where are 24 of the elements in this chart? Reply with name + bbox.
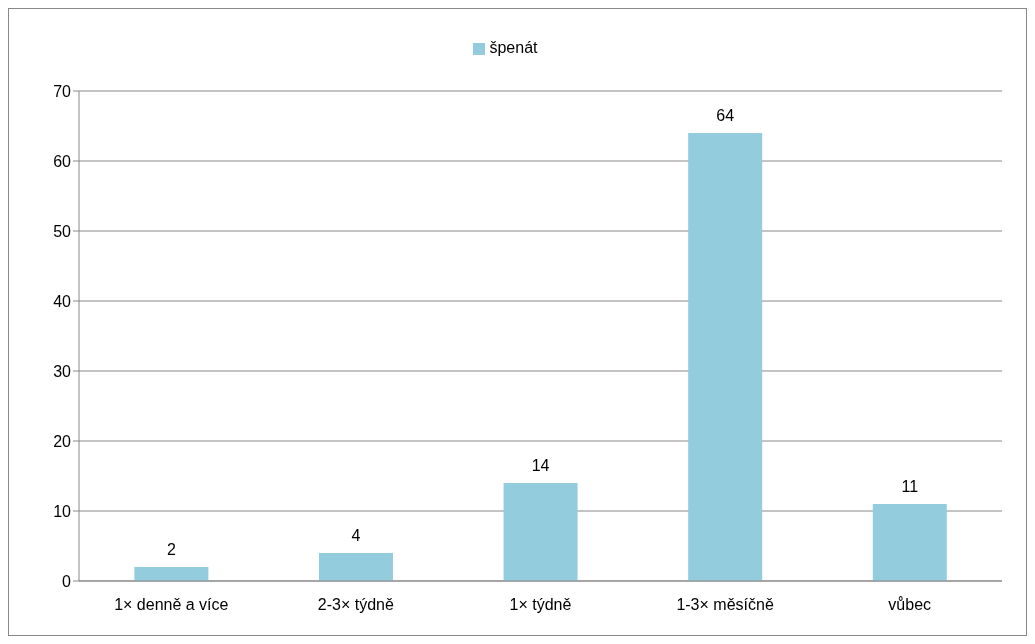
bar [134, 567, 209, 581]
data-label: 11 [901, 478, 919, 495]
bar [318, 553, 393, 581]
x-tick-label: 1-3× měsíčně [676, 596, 774, 614]
data-label: 4 [351, 527, 361, 544]
y-tick-label: 60 [53, 152, 72, 170]
bar [872, 504, 947, 581]
y-tick-label: 40 [53, 292, 72, 310]
y-tick-label: 50 [53, 222, 72, 240]
x-tick-label: 1× denně a více [114, 596, 229, 614]
data-label: 2 [166, 541, 176, 558]
y-tick-label: 30 [53, 362, 72, 380]
bar [503, 483, 578, 581]
data-label: 64 [716, 107, 735, 124]
x-tick-label: 2-3× týdně [317, 596, 395, 614]
y-tick-label: 20 [53, 432, 72, 450]
bar [688, 133, 763, 581]
data-label: 14 [531, 457, 550, 474]
y-tick-label: 10 [53, 502, 72, 520]
x-tick-label: vůbec [888, 596, 932, 614]
legend-label: špenát [489, 39, 538, 56]
x-tick-label: 1× týdně [509, 596, 572, 614]
y-tick-label: 0 [62, 572, 72, 590]
y-tick-label: 70 [53, 82, 72, 100]
